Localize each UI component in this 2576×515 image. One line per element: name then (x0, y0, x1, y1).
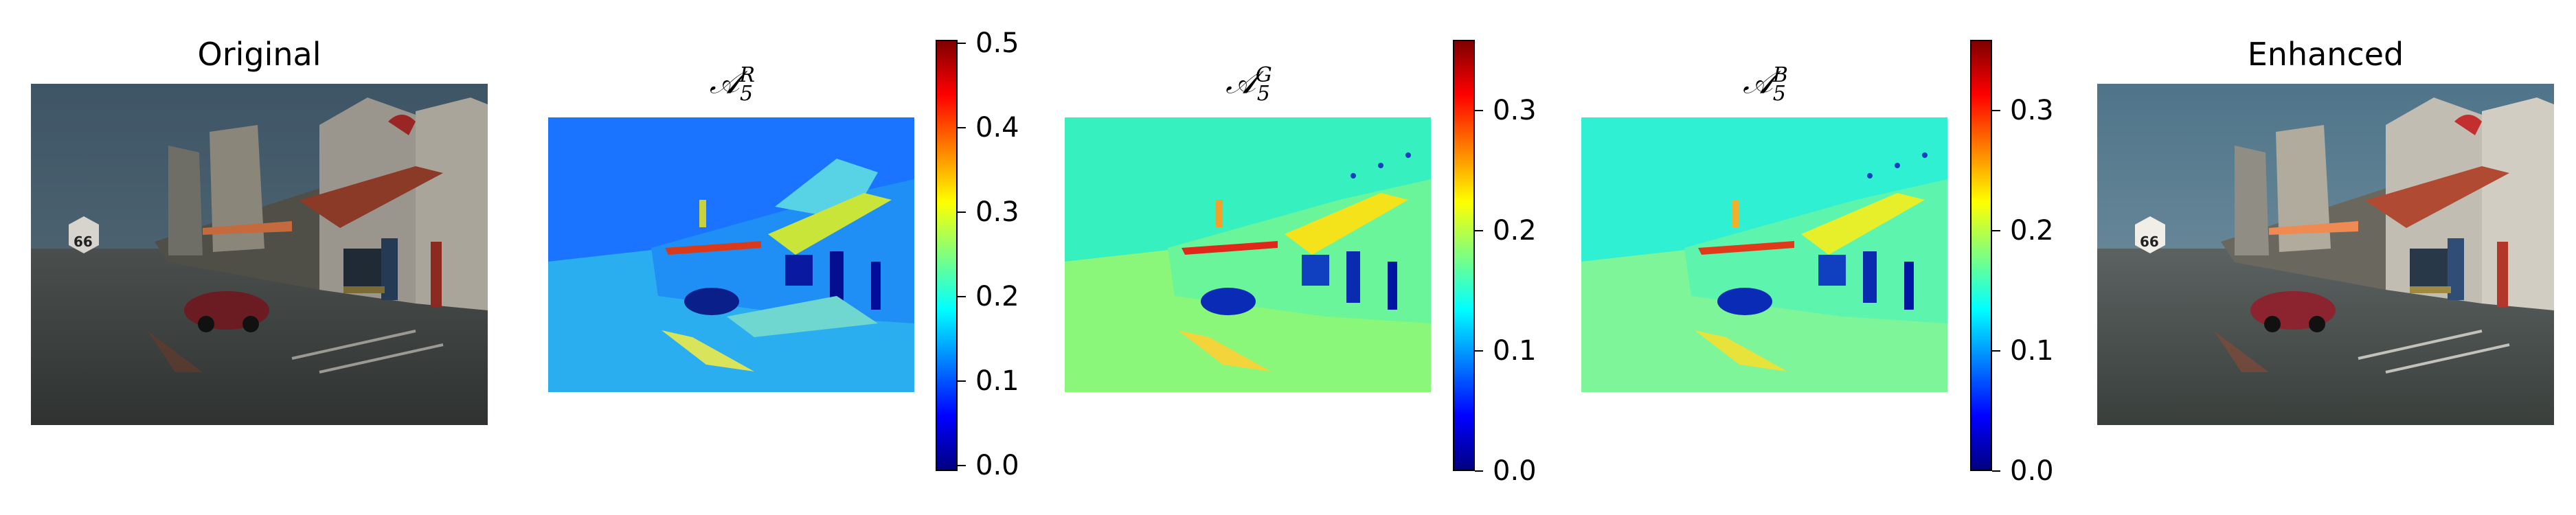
map-g-title-symbol: 𝒜 (1225, 63, 1256, 101)
colorbar-r-tick-label: 0.4 (975, 112, 1019, 144)
colorbar-r (936, 40, 958, 471)
enhanced-photo: 66 (2097, 84, 2554, 425)
attention-map-r (548, 117, 914, 392)
map-b-title: 𝒜B5 (1581, 63, 1947, 106)
colorbar-b-tick-label: 0.0 (2010, 455, 2054, 487)
attention-map-g (1065, 117, 1431, 392)
map-b-title-symbol: 𝒜 (1743, 63, 1773, 101)
map-g-title-sub: 5 (1256, 81, 1270, 106)
colorbar-r-tick-label: 0.0 (975, 450, 1019, 481)
colorbar-g-tick-label: 0.2 (1493, 215, 1537, 247)
colorbar-b-tick-label: 0.3 (2010, 95, 2054, 126)
colorbar-r-tick-label: 0.5 (975, 27, 1019, 59)
original-photo: 66 (31, 84, 488, 425)
colorbar-g-tick-label: 0.1 (1493, 335, 1537, 367)
attention-map-b (1581, 117, 1947, 392)
colorbar-r-tick-label: 0.3 (975, 196, 1019, 228)
map-r-title: 𝒜R5 (548, 63, 914, 106)
enhanced-title: Enhanced (2247, 36, 2404, 73)
original-title: Original (197, 36, 321, 73)
map-g-title-sup: G (1255, 63, 1272, 87)
colorbar-b-tick-label: 0.1 (2010, 335, 2054, 367)
map-b-title-sup: B (1772, 63, 1788, 87)
map-b-title-sub: 5 (1772, 81, 1786, 106)
colorbar-g-tick-label: 0.3 (1493, 95, 1537, 126)
svg-text:66: 66 (2140, 233, 2159, 250)
svg-text:66: 66 (74, 233, 93, 250)
colorbar-b-tick-label: 0.2 (2010, 215, 2054, 247)
map-r-title-sub: 5 (740, 81, 754, 106)
colorbar-r-tick-label: 0.2 (975, 281, 1019, 312)
map-r-title-symbol: 𝒜 (709, 63, 740, 101)
colorbar-g-tick-label: 0.0 (1493, 455, 1537, 487)
colorbar-b (1970, 40, 1992, 471)
colorbar-g (1453, 40, 1475, 471)
colorbar-r-tick-label: 0.1 (975, 365, 1019, 397)
map-r-title-sup: R (739, 63, 756, 87)
map-g-title: 𝒜G5 (1065, 63, 1431, 106)
